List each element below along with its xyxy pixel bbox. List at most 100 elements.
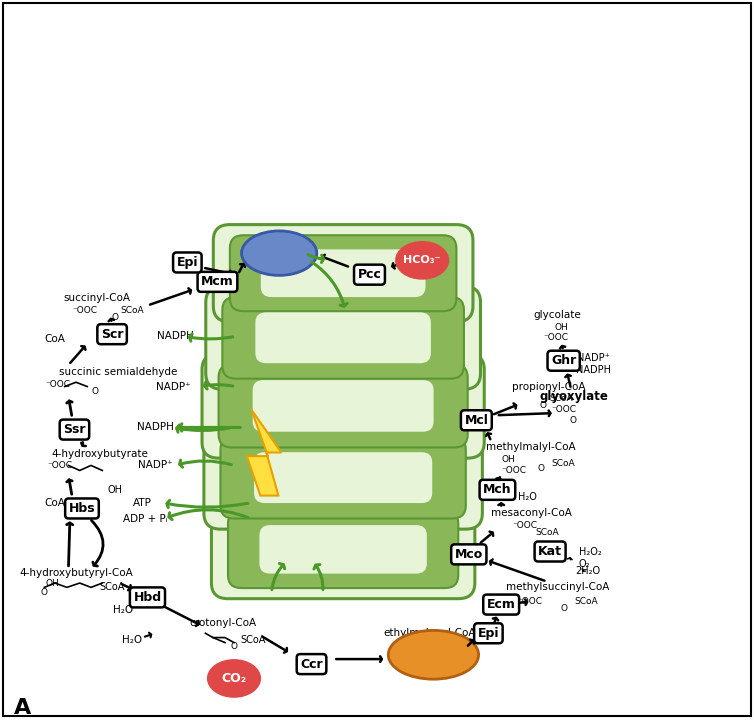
FancyBboxPatch shape: [213, 225, 473, 322]
Text: O: O: [91, 387, 98, 396]
Text: SCoA: SCoA: [240, 636, 265, 646]
Text: O: O: [41, 588, 48, 597]
Ellipse shape: [207, 659, 261, 698]
Text: Kat: Kat: [538, 545, 562, 558]
Text: propionyl-CoA: propionyl-CoA: [333, 288, 406, 299]
FancyBboxPatch shape: [211, 500, 475, 599]
Text: SCoA: SCoA: [535, 529, 559, 537]
Text: ATP: ATP: [326, 261, 345, 271]
Text: ⁻OOC: ⁻OOC: [517, 597, 543, 606]
Text: O    SCoA: O SCoA: [258, 254, 300, 263]
Text: NADPH: NADPH: [157, 331, 194, 341]
FancyBboxPatch shape: [222, 297, 464, 379]
Text: Scr: Scr: [101, 328, 124, 341]
Text: SCoA: SCoA: [550, 394, 573, 403]
Text: methylmalyl-CoA: methylmalyl-CoA: [486, 442, 576, 452]
Text: NADPH: NADPH: [250, 592, 287, 602]
Ellipse shape: [395, 241, 449, 280]
Text: Pcc: Pcc: [357, 268, 382, 281]
Text: O    SCoA: O SCoA: [412, 657, 455, 667]
Text: O: O: [539, 401, 546, 411]
Text: ⁻OOC: ⁻OOC: [46, 380, 71, 389]
Text: Ssr: Ssr: [63, 423, 86, 436]
Polygon shape: [247, 409, 281, 495]
Text: H₂O: H₂O: [112, 605, 133, 615]
Text: ⁻OOC: ⁻OOC: [513, 521, 538, 530]
Text: SCoA: SCoA: [100, 582, 124, 592]
Text: ADP + Pᵢ: ADP + Pᵢ: [310, 303, 354, 312]
Ellipse shape: [241, 231, 317, 275]
FancyBboxPatch shape: [228, 510, 458, 588]
FancyBboxPatch shape: [253, 380, 434, 432]
Text: O: O: [112, 313, 118, 322]
Text: H₂O₂: H₂O₂: [579, 547, 602, 557]
Text: SCoA: SCoA: [121, 306, 144, 315]
Text: ⁻OOC: ⁻OOC: [48, 461, 72, 470]
Text: crotonyl-CoA: crotonyl-CoA: [189, 618, 256, 628]
Text: Ecm: Ecm: [487, 598, 516, 611]
Text: O: O: [538, 464, 544, 473]
Text: NADPH: NADPH: [576, 365, 611, 375]
Text: methylmalonyl-CoA: methylmalonyl-CoA: [228, 228, 330, 239]
Text: H₂O: H₂O: [122, 636, 143, 646]
Text: ⁻OOC: ⁻OOC: [72, 306, 97, 315]
Text: ⁻OOC: ⁻OOC: [551, 405, 576, 414]
Text: NADP⁺: NADP⁺: [305, 592, 340, 602]
Text: propionyl-CoA: propionyl-CoA: [512, 382, 585, 392]
Text: SCoA: SCoA: [575, 597, 598, 606]
Text: OH: OH: [501, 455, 515, 464]
Text: NADPH: NADPH: [136, 422, 173, 432]
FancyBboxPatch shape: [254, 452, 432, 503]
Text: A: A: [14, 698, 32, 718]
Text: OH: OH: [554, 322, 569, 332]
Text: 2H₂O: 2H₂O: [575, 566, 600, 576]
Text: mesaconyl-CoA: mesaconyl-CoA: [491, 508, 572, 518]
Text: H₂O: H₂O: [518, 492, 537, 502]
Text: Mco: Mco: [455, 548, 483, 561]
Text: 4-hydroxybutyryl-CoA: 4-hydroxybutyryl-CoA: [19, 568, 133, 578]
Text: Hbd: Hbd: [133, 591, 161, 604]
Text: ethylmalonyl-CoA: ethylmalonyl-CoA: [384, 628, 476, 638]
Text: NADP⁺: NADP⁺: [157, 382, 191, 392]
Text: Hbs: Hbs: [69, 502, 95, 515]
FancyBboxPatch shape: [202, 354, 484, 458]
Text: Epi: Epi: [176, 256, 198, 269]
Text: ATP: ATP: [329, 312, 348, 322]
Text: O: O: [569, 416, 576, 424]
Text: O    SCoA: O SCoA: [348, 301, 391, 310]
FancyBboxPatch shape: [230, 235, 456, 311]
Text: CO₂: CO₂: [222, 672, 247, 685]
Text: O: O: [231, 642, 238, 651]
Ellipse shape: [388, 630, 479, 679]
Text: glyoxylate: glyoxylate: [540, 390, 608, 403]
FancyBboxPatch shape: [259, 525, 427, 573]
Text: CoA: CoA: [44, 334, 66, 344]
FancyBboxPatch shape: [204, 426, 483, 529]
Text: OH: OH: [108, 485, 123, 495]
Text: NADP⁺: NADP⁺: [578, 353, 610, 363]
Text: COO⁻: COO⁻: [421, 642, 446, 651]
Text: O: O: [560, 604, 567, 613]
Text: methylsuccinyl-CoA: methylsuccinyl-CoA: [506, 582, 609, 592]
Text: Ccr: Ccr: [300, 658, 323, 671]
FancyBboxPatch shape: [261, 249, 425, 297]
Text: succinic semialdehyde: succinic semialdehyde: [60, 367, 178, 377]
Text: SCoA: SCoA: [552, 459, 575, 468]
Text: HCO₃⁻: HCO₃⁻: [403, 255, 441, 265]
Text: Ghr: Ghr: [551, 354, 576, 367]
FancyBboxPatch shape: [256, 312, 431, 363]
Text: OH: OH: [46, 578, 60, 588]
Text: CoA: CoA: [44, 497, 66, 508]
Text: ⁻OOC: ⁻OOC: [501, 466, 526, 475]
FancyBboxPatch shape: [206, 286, 480, 389]
Text: COO⁻: COO⁻: [267, 242, 292, 251]
Text: Mch: Mch: [483, 483, 512, 496]
Text: Epi: Epi: [477, 627, 499, 640]
Text: O₂: O₂: [579, 559, 590, 569]
Text: ADP + Pᵢ: ADP + Pᵢ: [123, 513, 167, 523]
Text: NADP⁺: NADP⁺: [138, 461, 173, 471]
FancyBboxPatch shape: [220, 437, 466, 518]
Text: Mcl: Mcl: [464, 414, 489, 427]
Text: succinyl-CoA: succinyl-CoA: [63, 294, 130, 304]
Text: 4-hydroxybutyrate: 4-hydroxybutyrate: [52, 449, 149, 459]
